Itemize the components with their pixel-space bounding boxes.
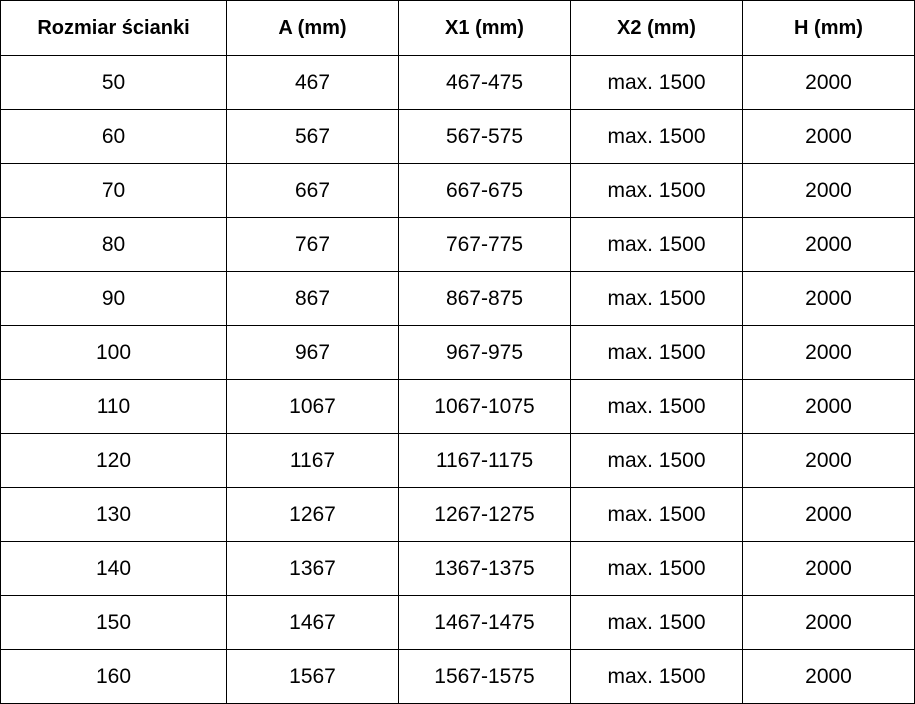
table-cell: 2000 [742, 55, 915, 110]
table-cell: max. 1500 [570, 217, 743, 272]
table-row: 110 1067 1067-1075 max. 1500 2000 [0, 379, 915, 434]
table-cell: 1067 [226, 379, 399, 434]
table-cell: 1067-1075 [398, 379, 571, 434]
table-cell: max. 1500 [570, 325, 743, 380]
table-cell: max. 1500 [570, 379, 743, 434]
header-row: Rozmiar ścianki A (mm) X1 (mm) X2 (mm) H… [0, 0, 915, 56]
table-cell: 1167 [226, 433, 399, 488]
table-cell: 567-575 [398, 109, 571, 164]
table-cell: 100 [0, 325, 227, 380]
table-cell: max. 1500 [570, 487, 743, 542]
table-cell: 50 [0, 55, 227, 110]
table-row: 80 767 767-775 max. 1500 2000 [0, 217, 915, 272]
table-cell: 1267-1275 [398, 487, 571, 542]
table-cell: max. 1500 [570, 541, 743, 596]
table-cell: 1367 [226, 541, 399, 596]
table-cell: 967-975 [398, 325, 571, 380]
table-cell: max. 1500 [570, 163, 743, 218]
table-row: 90 867 867-875 max. 1500 2000 [0, 271, 915, 326]
table-cell: 667 [226, 163, 399, 218]
table-cell: 1367-1375 [398, 541, 571, 596]
table-cell: 120 [0, 433, 227, 488]
table-cell: max. 1500 [570, 649, 743, 704]
table-cell: 967 [226, 325, 399, 380]
table-cell: 110 [0, 379, 227, 434]
table-cell: 2000 [742, 271, 915, 326]
table-cell: 767 [226, 217, 399, 272]
table-cell: 2000 [742, 163, 915, 218]
table-cell: 867-875 [398, 271, 571, 326]
table-cell: 2000 [742, 433, 915, 488]
table-row: 160 1567 1567-1575 max. 1500 2000 [0, 649, 915, 704]
table-row: 60 567 567-575 max. 1500 2000 [0, 109, 915, 164]
table-cell: 1167-1175 [398, 433, 571, 488]
table-cell: max. 1500 [570, 271, 743, 326]
table-cell: 567 [226, 109, 399, 164]
table-cell: 2000 [742, 487, 915, 542]
table-cell: 467 [226, 55, 399, 110]
table-cell: 2000 [742, 217, 915, 272]
table-cell: 2000 [742, 595, 915, 650]
table-row: 140 1367 1367-1375 max. 1500 2000 [0, 541, 915, 596]
table-cell: 867 [226, 271, 399, 326]
table-cell: 2000 [742, 109, 915, 164]
table-cell: 1567-1575 [398, 649, 571, 704]
header-cell: A (mm) [226, 0, 399, 56]
table-cell: 150 [0, 595, 227, 650]
table-cell: max. 1500 [570, 595, 743, 650]
table-cell: 667-675 [398, 163, 571, 218]
table-cell: 160 [0, 649, 227, 704]
table-cell: 2000 [742, 325, 915, 380]
table-row: 70 667 667-675 max. 1500 2000 [0, 163, 915, 218]
table-cell: 80 [0, 217, 227, 272]
table-cell: 2000 [742, 649, 915, 704]
table-cell: 467-475 [398, 55, 571, 110]
table-cell: 1467-1475 [398, 595, 571, 650]
table-cell: 2000 [742, 379, 915, 434]
table-cell: 767-775 [398, 217, 571, 272]
header-cell: X2 (mm) [570, 0, 743, 56]
table-cell: max. 1500 [570, 109, 743, 164]
table-cell: max. 1500 [570, 433, 743, 488]
header-cell: H (mm) [742, 0, 915, 56]
table-row: 50 467 467-475 max. 1500 2000 [0, 55, 915, 110]
table-cell: 2000 [742, 541, 915, 596]
table-cell: 140 [0, 541, 227, 596]
table-row: 150 1467 1467-1475 max. 1500 2000 [0, 595, 915, 650]
table-cell: 60 [0, 109, 227, 164]
header-cell: Rozmiar ścianki [0, 0, 227, 56]
table-row: 120 1167 1167-1175 max. 1500 2000 [0, 433, 915, 488]
table-cell: 90 [0, 271, 227, 326]
table-cell: 70 [0, 163, 227, 218]
table-cell: 1567 [226, 649, 399, 704]
header-cell: X1 (mm) [398, 0, 571, 56]
table-cell: 1267 [226, 487, 399, 542]
table-row: 130 1267 1267-1275 max. 1500 2000 [0, 487, 915, 542]
table-cell: 1467 [226, 595, 399, 650]
table-cell: 130 [0, 487, 227, 542]
table-cell: max. 1500 [570, 55, 743, 110]
table-row: 100 967 967-975 max. 1500 2000 [0, 325, 915, 380]
